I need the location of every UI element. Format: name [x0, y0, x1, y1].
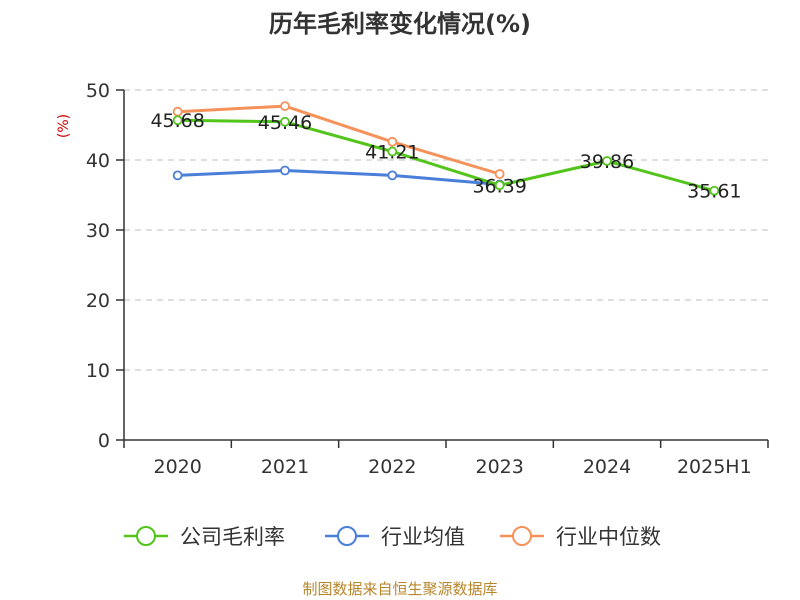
data-label-2022: 41.21 [365, 142, 419, 164]
data-labels: 45.68 45.46 41.21 36.39 39.86 35.61 [150, 110, 741, 202]
series-2-point-2023 [494, 169, 505, 179]
series-0-point-2020 [172, 115, 183, 126]
y-tick-label-10: 10 [86, 360, 110, 382]
y-tick-label-40: 40 [86, 150, 110, 172]
series-2-point-2021 [280, 101, 290, 111]
x-tick-label-2025H1: 2025H1 [677, 456, 752, 478]
x-tick-label-2022: 2022 [368, 456, 416, 478]
legend-item-0: 公司毛利率 [124, 525, 285, 549]
data-label-2024: 39.86 [580, 151, 634, 173]
data-label-2025H1: 35.61 [687, 181, 741, 203]
series-line-1 [177, 169, 500, 186]
legend-label-2: 行业中位数 [556, 525, 661, 549]
legend-label-0: 公司毛利率 [180, 525, 285, 549]
data-label-2020: 45.68 [150, 110, 204, 132]
y-axis-unit-label: (%) [56, 114, 72, 138]
y-tick-label-0: 0 [98, 430, 110, 452]
axes: 0 10 20 30 40 50 2020 2021 2022 2023 2024 2025H1 [86, 80, 769, 478]
series-0-point-2025H1 [709, 185, 720, 196]
source-footer: 制图数据来自恒生聚源数据库 [302, 580, 498, 598]
legend-item-2: 行业中位数 [500, 525, 661, 549]
series-0-point-2021 [280, 116, 290, 127]
series-0-point-2022 [387, 146, 398, 157]
y-tick-label-20: 20 [86, 290, 110, 312]
x-tick-label-2021: 2021 [261, 456, 309, 478]
legend-label-1: 行业均值 [381, 525, 465, 549]
series-2-point-2022 [387, 136, 398, 147]
legend-marker-2 [512, 526, 532, 546]
series-line-2 [177, 104, 501, 176]
y-tick-label-30: 30 [86, 220, 110, 242]
y-tick-label-50: 50 [86, 80, 110, 102]
data-label-2021: 45.46 [258, 112, 312, 134]
legend-marker-1 [337, 526, 357, 546]
data-label-2023: 36.39 [472, 175, 526, 197]
chart-title: 历年毛利率变化情况(%) [269, 10, 531, 38]
series-1-point-2021 [280, 165, 290, 176]
series-lines [172, 101, 720, 196]
legend-item-1: 行业均值 [325, 525, 465, 549]
series-line-0 [177, 118, 715, 193]
legend-marker-0 [136, 526, 156, 546]
series-1-point-2020 [172, 170, 183, 181]
x-tick-label-2020: 2020 [153, 456, 201, 478]
gridlines [124, 89, 768, 371]
series-0-point-2023 [494, 180, 505, 191]
series-0-point-2024 [602, 156, 612, 166]
x-tick-label-2024: 2024 [583, 456, 631, 478]
x-tick-label-2023: 2023 [475, 456, 523, 478]
series-1-point-2022 [387, 170, 398, 181]
legend: 公司毛利率 行业均值 行业中位数 [124, 525, 661, 549]
